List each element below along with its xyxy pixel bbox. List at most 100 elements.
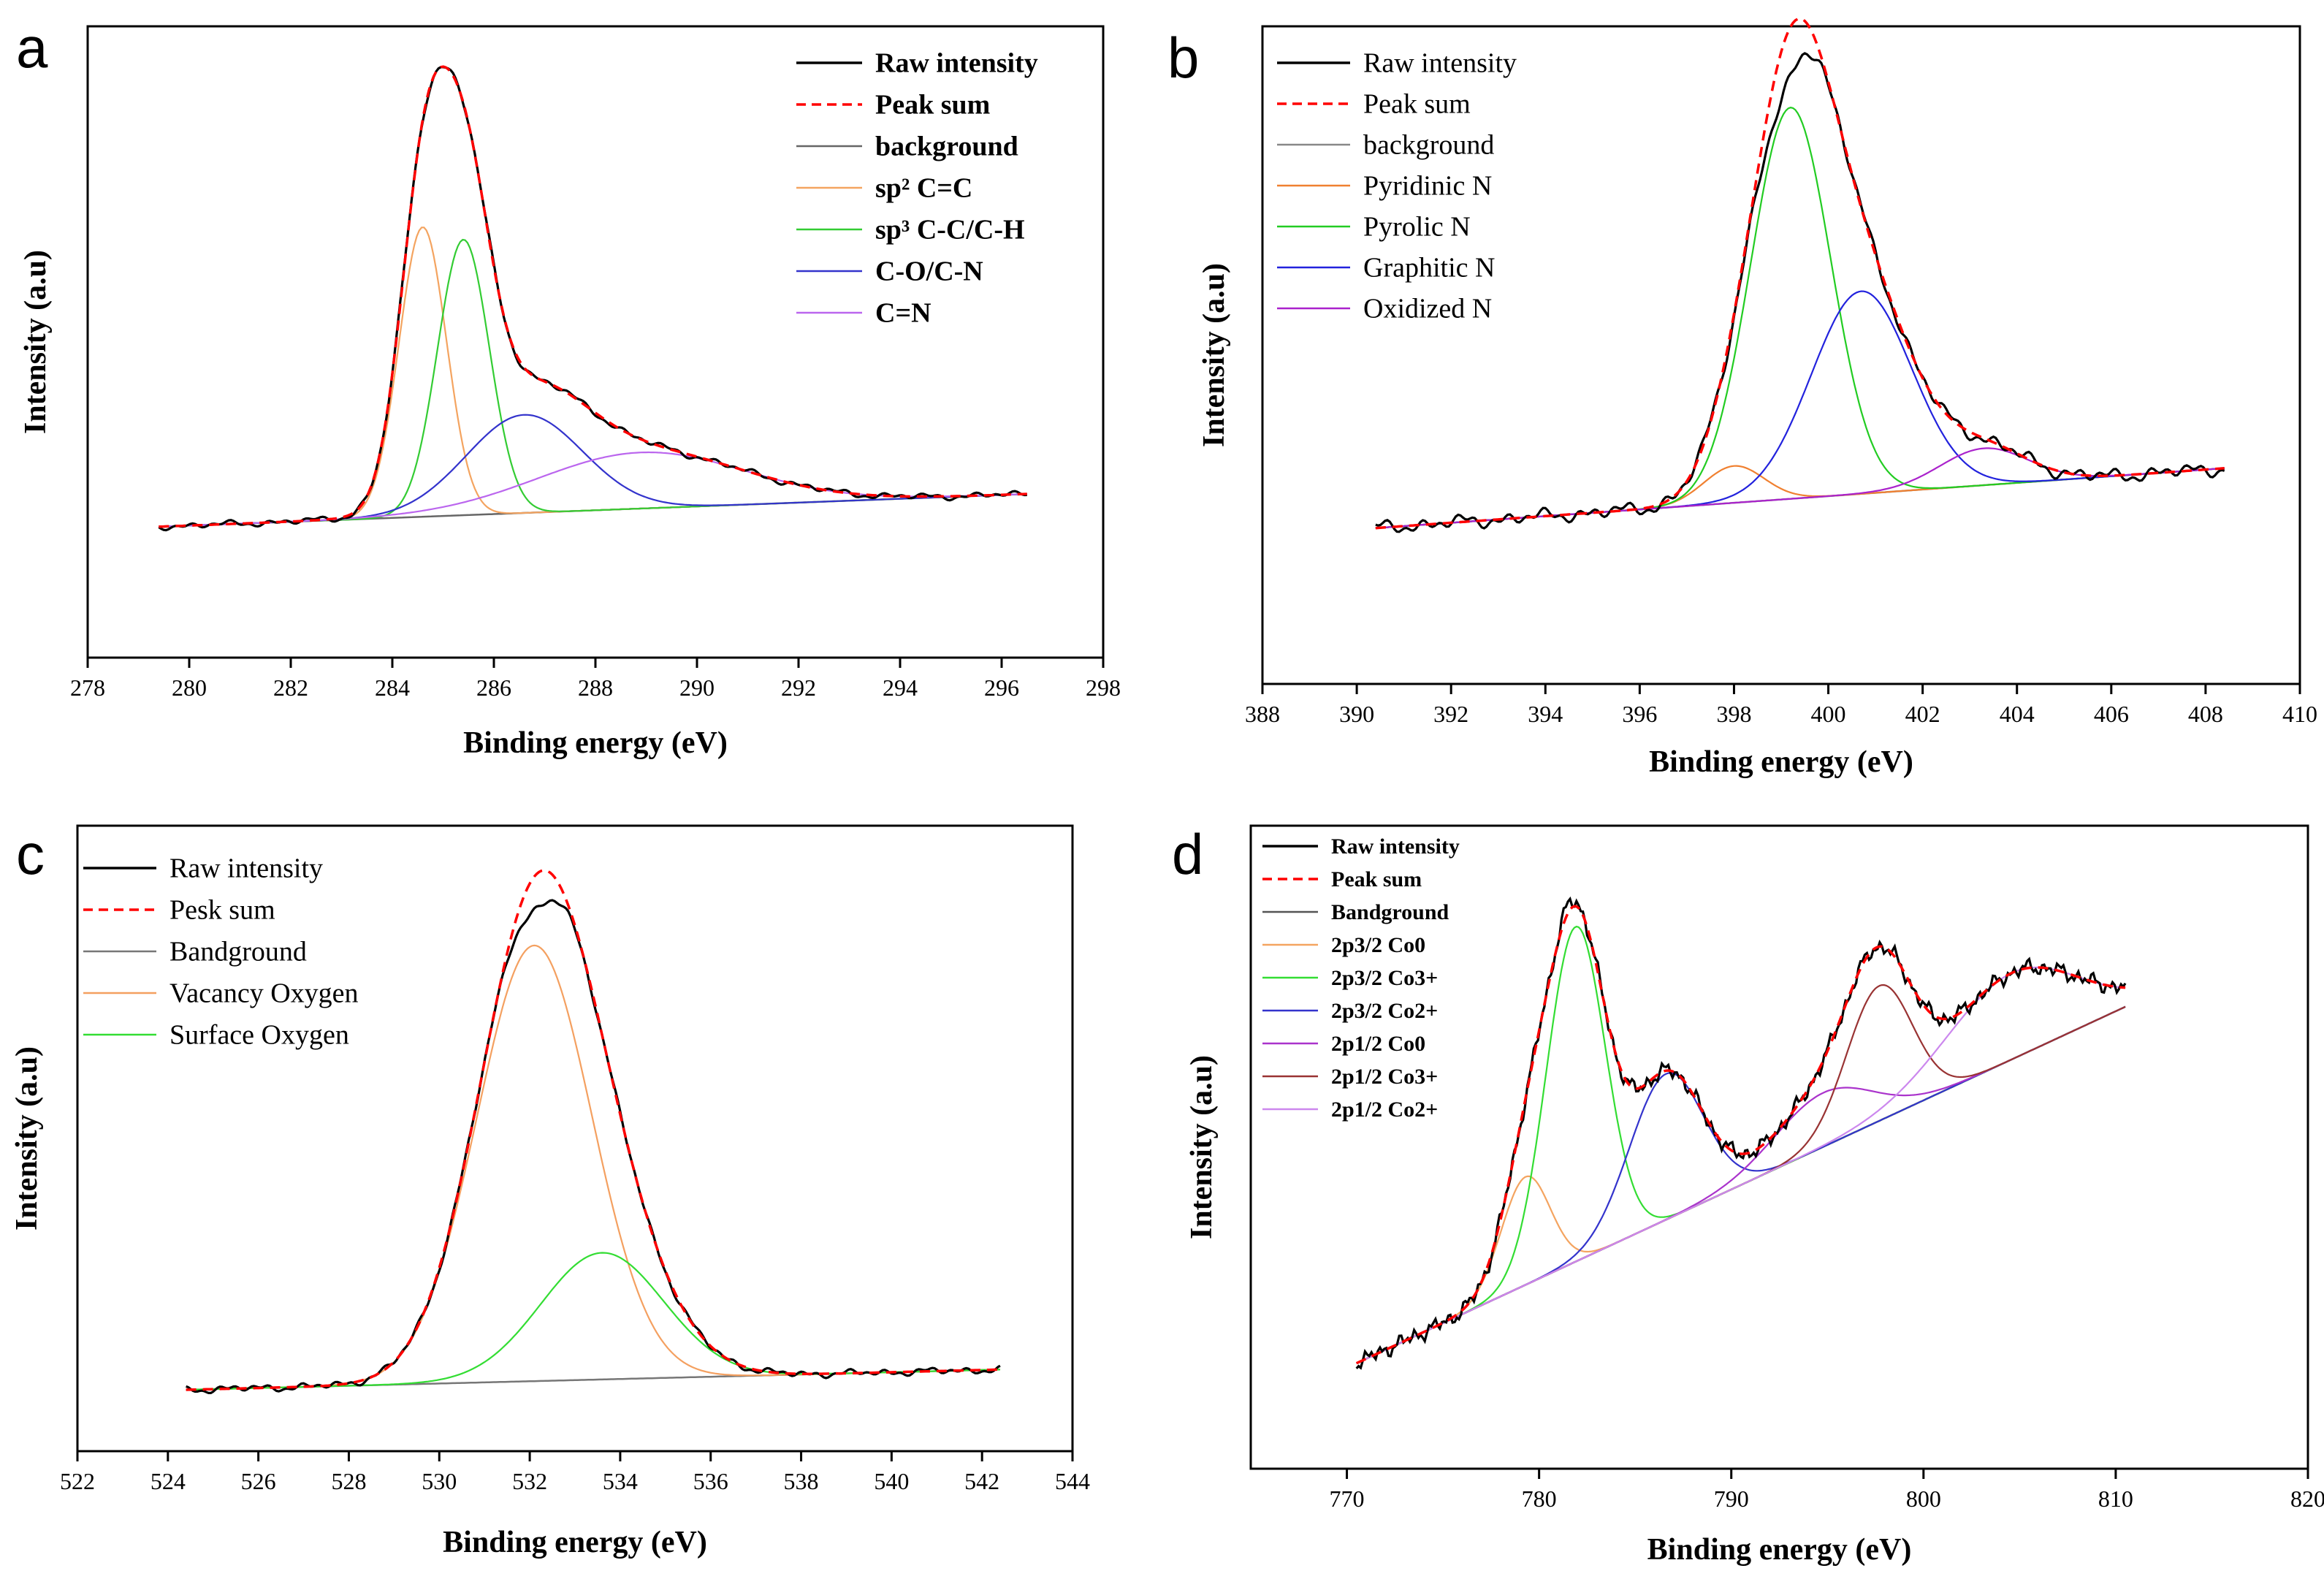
legend-label-raw-intensity: Raw intensity <box>169 853 323 884</box>
series-2p1-2-co3 <box>1356 984 2126 1364</box>
legend-label-background: background <box>875 132 1018 162</box>
series-peak-sum <box>1375 17 2225 530</box>
x-tick-label: 524 <box>151 1468 186 1494</box>
panel-a: 278 280 282 284 286 288 290 292 294 296 298 Binding… <box>16 15 1121 760</box>
y-axis-label: Intensity (a.u) <box>10 1046 44 1230</box>
x-tick-label: 770 <box>1330 1486 1365 1512</box>
x-tick-label: 282 <box>273 674 308 701</box>
x-tick-label: 404 <box>2000 701 2035 727</box>
x-tick-label: 536 <box>693 1468 728 1494</box>
plot-frame <box>76 824 1074 1453</box>
x-tick-label: 286 <box>476 674 511 701</box>
series-raw-intensity <box>1375 52 2225 533</box>
x-tick-label: 534 <box>603 1468 638 1494</box>
x-tick-label: 820 <box>2290 1486 2324 1512</box>
legend-label-2p3-2-co3: 2p3/2 Co3+ <box>1331 966 1438 990</box>
x-tick-label: 540 <box>874 1468 909 1494</box>
series-pyrolic-n <box>1375 107 2225 529</box>
x-tick-label: 408 <box>2188 701 2223 727</box>
panel-letter: a <box>16 15 48 80</box>
legend: Raw intensity Peak sum Bandground 2p3/2 Co0… <box>1262 834 1460 1122</box>
x-tick-label: 280 <box>172 674 207 701</box>
x-tick-label: 542 <box>964 1468 999 1494</box>
legend-label-oxidized-n: Oxidized N <box>1363 294 1492 324</box>
legend-label-c-n: C=N <box>875 298 931 329</box>
x-axis-label: Binding energy (eV) <box>443 1526 707 1559</box>
series-peak-sum <box>186 869 1000 1391</box>
x-tick-label: 790 <box>1714 1486 1749 1512</box>
legend-label-peak-sum: Peak sum <box>1331 867 1422 891</box>
series-2p1-2-co2 <box>1356 966 2126 1364</box>
legend-label-raw-intensity: Raw intensity <box>875 48 1038 79</box>
x-axis-label: Binding energy (eV) <box>1649 745 1913 779</box>
legend-label-sp-c-c: sp² C=C <box>875 173 972 204</box>
x-tick-label: 780 <box>1522 1486 1557 1512</box>
legend-label-raw-intensity: Raw intensity <box>1331 834 1460 859</box>
series-raw-intensity <box>158 66 1027 532</box>
x-tick-label: 530 <box>422 1468 457 1494</box>
plot-frame <box>1261 25 2301 685</box>
x-tick-label: 410 <box>2282 701 2317 727</box>
x-tick-label: 390 <box>1339 701 1374 727</box>
y-axis-label: Intensity (a.u) <box>1185 1055 1219 1239</box>
series-peak-sum <box>1355 905 2126 1365</box>
legend-label-bandground: Bandground <box>1331 900 1449 924</box>
x-tick-label: 400 <box>1811 701 1846 727</box>
legend-label-2p1-2-co2: 2p1/2 Co2+ <box>1331 1098 1438 1122</box>
x-tick-label: 396 <box>1622 701 1657 727</box>
legend-label-peak-sum: Peak sum <box>1363 89 1471 120</box>
x-tick-label: 388 <box>1245 701 1280 727</box>
x-tick-label: 278 <box>70 674 105 701</box>
legend-label-2p1-2-co0: 2p1/2 Co0 <box>1331 1032 1425 1056</box>
legend-label-graphitic-n: Graphitic N <box>1363 253 1495 284</box>
legend-label-raw-intensity: Raw intensity <box>1363 48 1517 79</box>
legend: Raw intensity Pesk sum Bandground Vacancy O… <box>83 853 359 1051</box>
series-graphitic-n <box>1375 290 2225 529</box>
panel-letter: b <box>1167 26 1199 90</box>
x-tick-label: 532 <box>512 1468 547 1494</box>
panel-letter: c <box>16 822 45 886</box>
legend-label-c-o-c-n: C-O/C-N <box>875 256 983 287</box>
plot-frame <box>86 25 1105 659</box>
y-axis-label: Intensity (a.u) <box>1197 263 1231 447</box>
legend-label-2p3-2-co2: 2p3/2 Co2+ <box>1331 999 1438 1023</box>
x-tick-label: 292 <box>781 674 816 701</box>
x-tick-label: 810 <box>2098 1486 2133 1512</box>
legend: Raw intensity Peak sum background Pyridinic… <box>1277 48 1517 324</box>
panel-c: 522 524 526 528 530 532 534 536 538 540 542 544 Bind… <box>10 822 1090 1559</box>
x-tick-label: 284 <box>375 674 410 701</box>
x-tick-label: 538 <box>784 1468 819 1494</box>
series-raw-intensity <box>1355 896 2127 1370</box>
x-tick-label: 290 <box>679 674 715 701</box>
series-oxidized-n <box>1375 447 2225 529</box>
x-tick-label: 398 <box>1716 701 1751 727</box>
x-tick-label: 800 <box>1906 1486 1941 1512</box>
series-surface-oxygen <box>186 1252 1000 1391</box>
series-raw-intensity <box>186 899 1001 1394</box>
x-tick-label: 528 <box>331 1468 366 1494</box>
x-tick-label: 296 <box>984 674 1019 701</box>
plot-frame <box>1249 824 2309 1470</box>
legend-label-pyridinic-n: Pyridinic N <box>1363 171 1492 202</box>
legend-label-vacancy-oxygen: Vacancy Oxygen <box>169 978 359 1009</box>
x-tick-label: 394 <box>1528 701 1563 727</box>
panel-d: 770 780 790 800 810 820 Binding energy (eV) Int… <box>1172 822 2324 1567</box>
legend-label-surface-oxygen: Surface Oxygen <box>169 1020 349 1051</box>
x-tick-label: 526 <box>241 1468 276 1494</box>
series-vacancy-oxygen <box>186 944 1000 1391</box>
x-tick-label: 294 <box>883 674 918 701</box>
legend-label-background: background <box>1363 130 1494 161</box>
y-axis-label: Intensity (a.u) <box>19 250 53 434</box>
panel-letter: d <box>1172 822 1203 886</box>
x-tick-label: 522 <box>60 1468 95 1494</box>
legend-label-pyrolic-n: Pyrolic N <box>1363 212 1471 243</box>
x-tick-label: 402 <box>1905 701 1940 727</box>
legend-label-peak-sum: Peak sum <box>875 90 990 121</box>
x-axis-label: Binding energy (eV) <box>1647 1533 1912 1567</box>
panel-b: 388 390 392 394 396 398 400 402 404 406 408 410 Bind… <box>1167 17 2317 779</box>
x-axis-label: Binding energy (eV) <box>463 726 728 760</box>
legend: Raw intensity Peak sum background sp² C=C sp… <box>796 48 1038 329</box>
legend-label-bandground: Bandground <box>169 937 307 967</box>
series-c-n <box>159 451 1027 528</box>
